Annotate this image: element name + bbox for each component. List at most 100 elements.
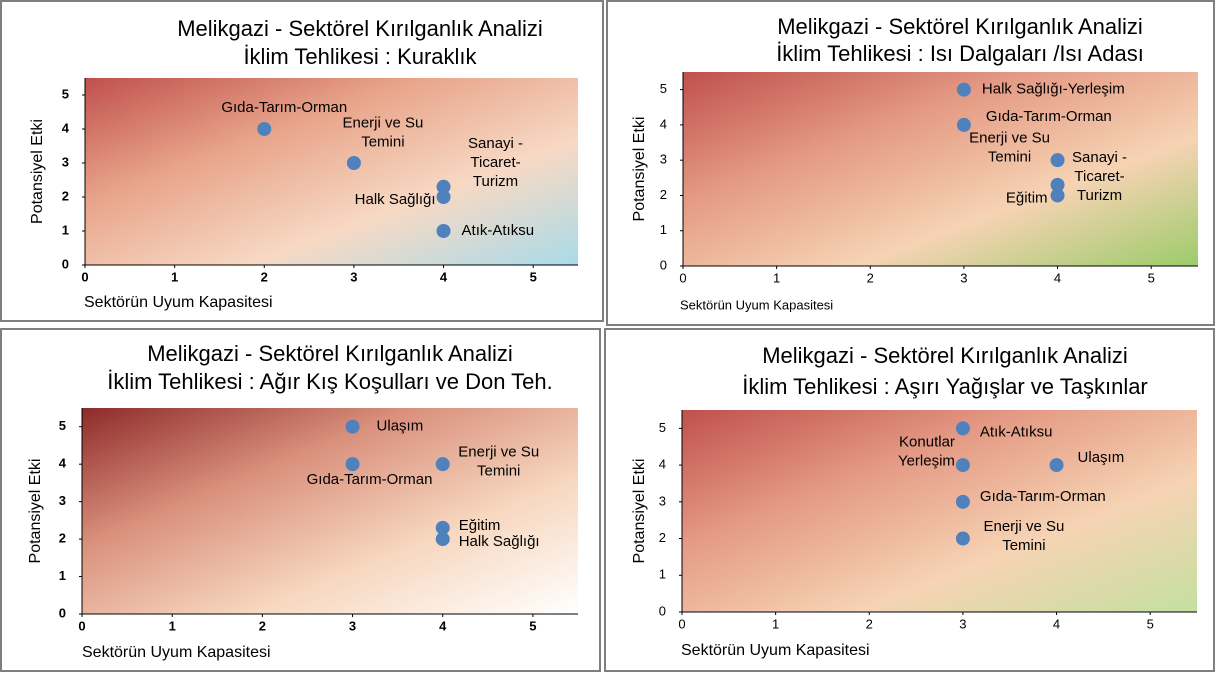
x-tick-label: 4 bbox=[439, 618, 447, 633]
point-label: Atık-Atıksu bbox=[462, 222, 535, 239]
point-label: Sanayi - bbox=[1072, 149, 1127, 166]
y-tick-label: 1 bbox=[660, 222, 667, 237]
y-tick-label: 3 bbox=[659, 493, 666, 508]
y-tick-label: 5 bbox=[59, 418, 66, 433]
plot-area bbox=[85, 78, 578, 265]
chart-subtitle: İklim Tehlikesi : Isı Dalgaları /Isı Ada… bbox=[776, 41, 1144, 66]
plot-area bbox=[683, 72, 1198, 266]
point-label: Enerji ve Su bbox=[969, 130, 1050, 147]
chart-title: Melikgazi - Sektörel Kırılganlık Analizi bbox=[147, 341, 513, 366]
x-tick-label: 0 bbox=[679, 270, 686, 285]
x-tick-label: 3 bbox=[960, 270, 967, 285]
data-point bbox=[436, 179, 451, 194]
point-label: Sanayi - bbox=[468, 135, 523, 152]
y-tick-label: 1 bbox=[59, 568, 66, 583]
plot-area bbox=[82, 408, 578, 614]
data-point bbox=[436, 224, 451, 238]
y-tick-label: 0 bbox=[659, 603, 666, 618]
plot-area bbox=[682, 410, 1197, 612]
point-label: Gıda-Tarım-Orman bbox=[307, 471, 433, 488]
point-label: Gıda-Tarım-Orman bbox=[986, 108, 1112, 125]
chart-title: Melikgazi - Sektörel Kırılganlık Analizi bbox=[177, 16, 543, 41]
point-label: Ulaşım bbox=[1078, 449, 1125, 466]
y-tick-label: 0 bbox=[62, 256, 69, 271]
x-tick-label: 5 bbox=[1147, 616, 1154, 631]
y-tick-label: 4 bbox=[62, 120, 70, 135]
data-point bbox=[345, 457, 360, 472]
y-tick-label: 5 bbox=[660, 81, 667, 96]
x-tick-label: 5 bbox=[530, 269, 537, 284]
data-point bbox=[1049, 458, 1064, 473]
x-tick-label: 2 bbox=[261, 269, 268, 284]
data-point bbox=[435, 520, 450, 535]
y-tick-label: 0 bbox=[59, 605, 66, 620]
x-axis-label: Sektörün Uyum Kapasitesi bbox=[680, 297, 833, 312]
x-tick-label: 3 bbox=[350, 269, 357, 284]
point-label: Halk Sağlığı-Yerleşim bbox=[982, 81, 1125, 98]
y-tick-label: 4 bbox=[659, 457, 666, 472]
data-point bbox=[435, 457, 450, 472]
point-label: Halk Sağlığı bbox=[355, 191, 436, 208]
point-label: Enerji ve Su bbox=[458, 444, 539, 461]
point-label: Gıda-Tarım-Orman bbox=[221, 99, 347, 116]
x-axis-label: Sektörün Uyum Kapasitesi bbox=[82, 644, 271, 661]
x-tick-label: 5 bbox=[529, 618, 536, 633]
y-tick-label: 5 bbox=[62, 86, 69, 101]
point-label: Turizm bbox=[473, 173, 518, 190]
y-tick-label: 2 bbox=[660, 187, 667, 202]
point-label: Turizm bbox=[1077, 187, 1122, 204]
point-label: Temini bbox=[988, 149, 1031, 166]
point-label: Eğitim bbox=[1006, 189, 1048, 206]
x-tick-label: 2 bbox=[259, 618, 266, 633]
point-label: Ticaret- bbox=[1074, 168, 1124, 185]
y-tick-label: 3 bbox=[62, 154, 69, 169]
data-point bbox=[955, 458, 970, 473]
x-tick-label: 0 bbox=[81, 269, 88, 284]
data-point bbox=[1050, 177, 1065, 192]
point-label: Enerji ve Su bbox=[983, 518, 1064, 535]
chart-subtitle: İklim Tehlikesi : Aşırı Yağışlar ve Taşk… bbox=[742, 374, 1148, 399]
data-point bbox=[955, 421, 970, 436]
x-axis-label: Sektörün Uyum Kapasitesi bbox=[681, 642, 870, 659]
x-tick-label: 2 bbox=[867, 270, 874, 285]
y-tick-label: 1 bbox=[62, 222, 69, 237]
point-label: Yerleşim bbox=[898, 453, 955, 470]
point-label: Halk Sağlığı bbox=[459, 533, 540, 550]
chart-subtitle: İklim Tehlikesi : Kuraklık bbox=[243, 44, 477, 69]
x-tick-label: 4 bbox=[440, 269, 448, 284]
data-point bbox=[956, 82, 971, 97]
point-label: Gıda-Tarım-Orman bbox=[980, 488, 1106, 505]
x-tick-label: 1 bbox=[171, 269, 178, 284]
y-tick-label: 2 bbox=[59, 531, 66, 546]
point-label: Eğitim bbox=[459, 517, 501, 534]
y-tick-label: 2 bbox=[659, 530, 666, 545]
x-tick-label: 4 bbox=[1054, 270, 1061, 285]
data-point bbox=[436, 190, 451, 204]
point-label: Konutlar bbox=[899, 434, 955, 451]
y-tick-label: 0 bbox=[660, 257, 667, 272]
x-tick-label: 1 bbox=[772, 616, 779, 631]
y-tick-label: 3 bbox=[660, 152, 667, 167]
data-point bbox=[345, 419, 360, 434]
x-tick-label: 0 bbox=[678, 616, 685, 631]
y-axis-label: Potansiyel Etki bbox=[27, 459, 44, 564]
data-point bbox=[955, 494, 970, 509]
x-tick-label: 2 bbox=[866, 616, 873, 631]
x-tick-label: 3 bbox=[959, 616, 966, 631]
point-label: Temini bbox=[361, 133, 404, 150]
data-point bbox=[257, 122, 272, 136]
y-axis-label: Potansiyel Etki bbox=[631, 459, 648, 564]
y-tick-label: 4 bbox=[59, 456, 67, 471]
chart-subtitle: İklim Tehlikesi : Ağır Kış Koşulları ve … bbox=[107, 369, 553, 394]
chart-title: Melikgazi - Sektörel Kırılganlık Analizi bbox=[777, 14, 1143, 39]
y-axis-label: Potansiyel Etki bbox=[631, 117, 648, 222]
data-point bbox=[346, 156, 361, 170]
data-point bbox=[1050, 188, 1065, 203]
x-tick-label: 5 bbox=[1148, 270, 1155, 285]
point-label: Temini bbox=[1002, 537, 1045, 554]
x-tick-label: 1 bbox=[169, 618, 176, 633]
y-tick-label: 1 bbox=[659, 567, 666, 582]
x-tick-label: 0 bbox=[78, 618, 85, 633]
y-tick-label: 4 bbox=[660, 116, 667, 131]
